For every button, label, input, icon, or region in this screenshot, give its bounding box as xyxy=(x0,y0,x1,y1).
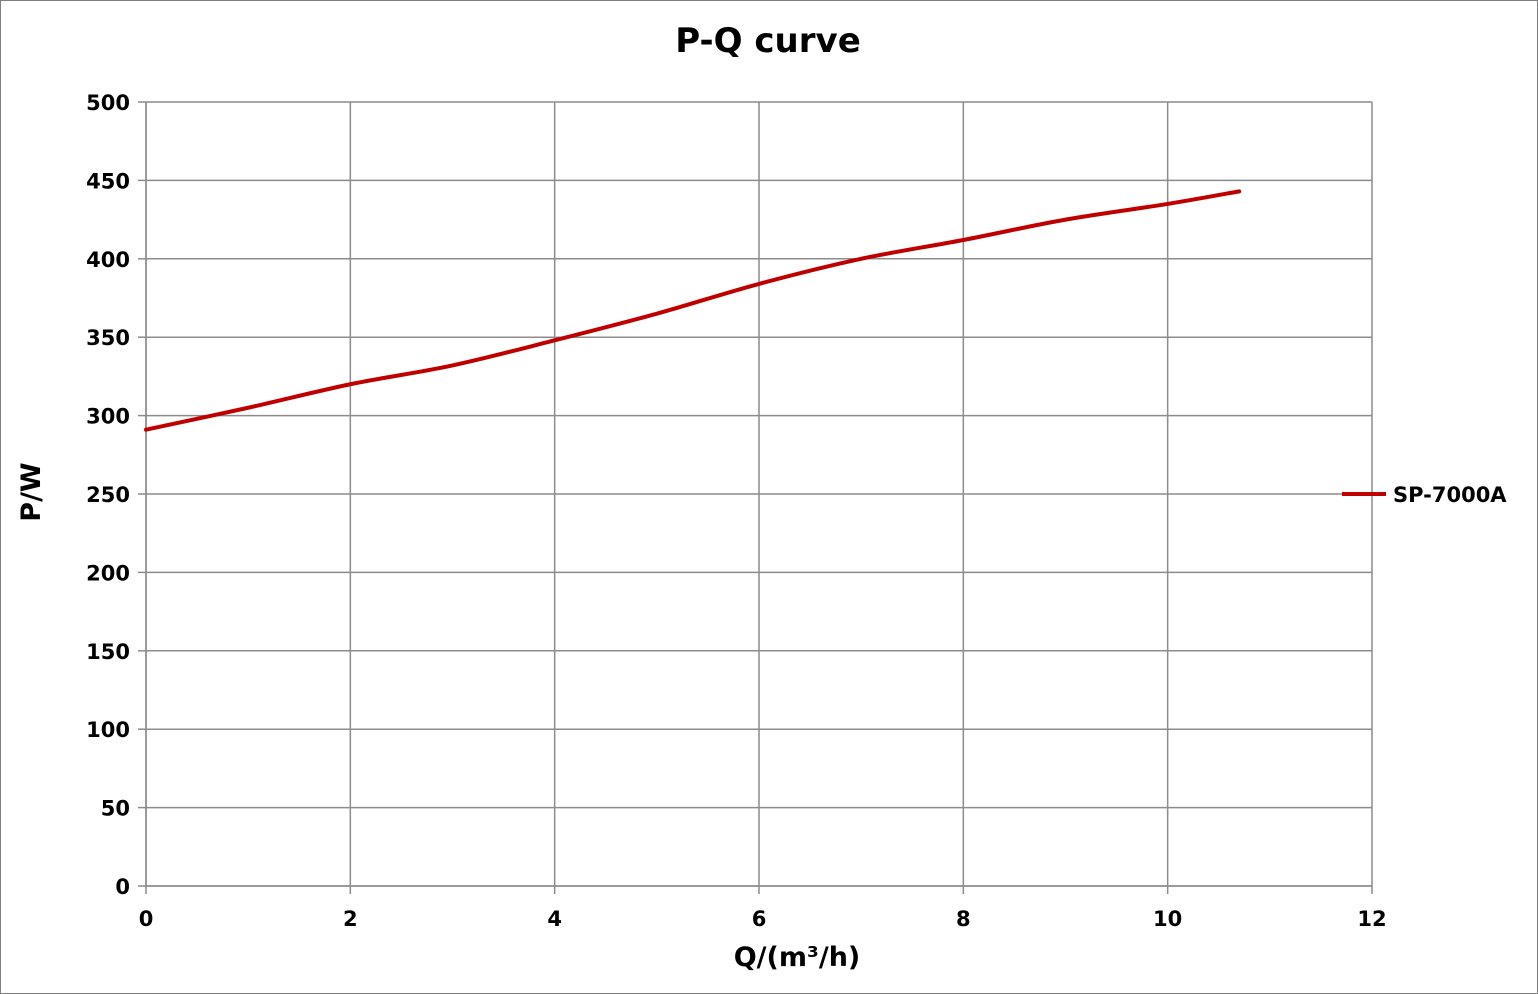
legend-label: SP-7000A xyxy=(1393,483,1507,507)
y-tick-label: 500 xyxy=(86,91,130,115)
y-tick-labels: 0 50 100 150 200 250 300 350 400 450 500 xyxy=(86,91,130,899)
x-tick-label: 12 xyxy=(1357,907,1386,931)
y-tick-label: 300 xyxy=(86,405,130,429)
y-axis-label: P/W xyxy=(16,462,47,521)
x-tick-label: 2 xyxy=(343,907,358,931)
y-tick-label: 200 xyxy=(86,561,130,585)
y-tick-label: 150 xyxy=(86,640,130,664)
x-tick-label: 4 xyxy=(547,907,562,931)
x-axis-label: Q/(m³/h) xyxy=(734,942,861,973)
y-tick-label: 450 xyxy=(86,169,130,193)
y-tick-label: 50 xyxy=(101,797,130,821)
chart-title: P-Q curve xyxy=(675,21,861,61)
series-line-0 xyxy=(144,189,1242,432)
x-tick-label: 8 xyxy=(956,907,971,931)
x-tick-label: 0 xyxy=(139,907,154,931)
x-tick-label: 6 xyxy=(752,907,767,931)
legend: SP-7000A xyxy=(1342,483,1507,507)
x-tick-labels: 0 2 4 6 8 10 12 xyxy=(139,907,1387,931)
y-tick-label: 100 xyxy=(86,718,130,742)
x-tick-label: 10 xyxy=(1153,907,1182,931)
y-tick-label: 0 xyxy=(115,875,130,899)
grid xyxy=(145,101,1373,887)
series-group xyxy=(144,189,1242,432)
y-tick-label: 250 xyxy=(86,483,130,507)
y-tick-label: 350 xyxy=(86,326,130,350)
y-tick-label: 400 xyxy=(86,248,130,272)
axes xyxy=(138,101,1373,894)
